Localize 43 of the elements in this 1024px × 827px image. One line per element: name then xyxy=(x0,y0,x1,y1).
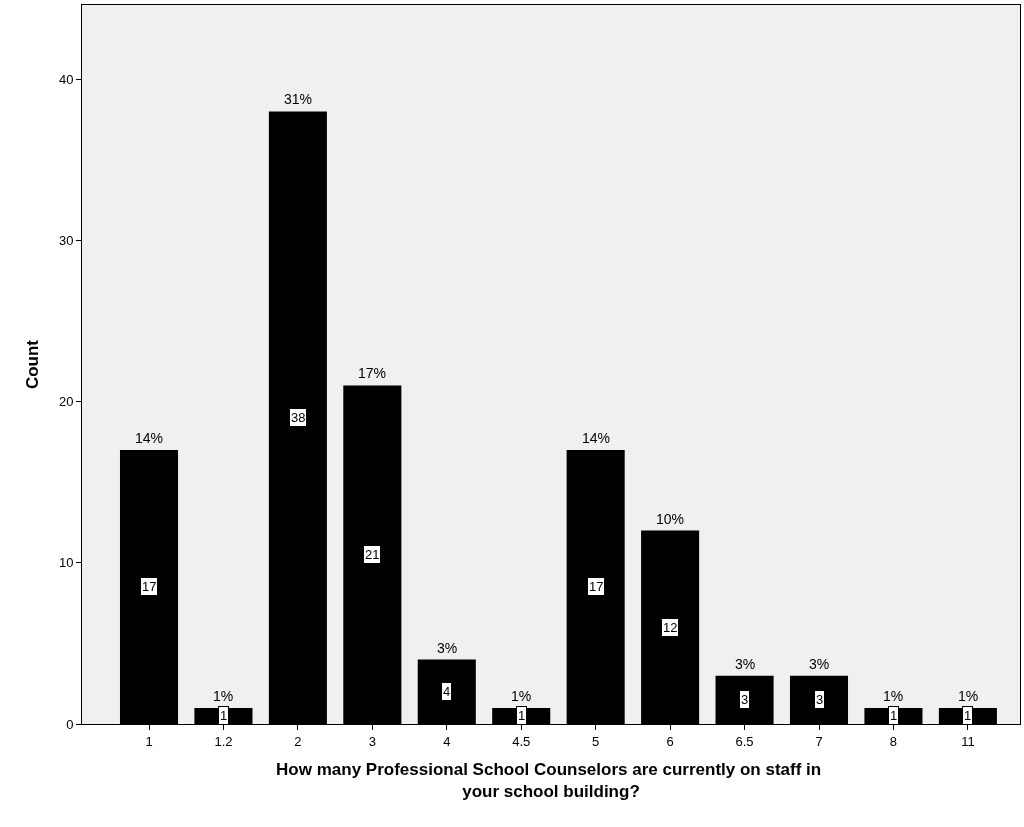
annotation: 1% xyxy=(511,688,532,704)
data-label: 1 xyxy=(220,708,228,723)
y-tick-label: 30 xyxy=(58,232,74,248)
x-axis-title: How many Professional School Counselors are currently on staff in your school building? xyxy=(276,760,826,802)
data-label: 12 xyxy=(663,620,678,635)
x-tick-label: 3 xyxy=(368,733,376,749)
x-tick-label: 4 xyxy=(443,733,451,749)
y-tick-label: 20 xyxy=(58,394,74,410)
data-label: 1 xyxy=(890,708,898,723)
x-tick-label: 5 xyxy=(592,733,600,749)
annotation: 1% xyxy=(958,688,979,704)
annotation: 14% xyxy=(135,430,164,446)
annotation: 1% xyxy=(213,688,234,704)
x-tick-label: 2 xyxy=(294,733,302,749)
x-tick-label: 6 xyxy=(666,733,674,749)
y-tick-label: 40 xyxy=(58,71,74,87)
data-label: 1 xyxy=(964,708,972,723)
y-axis-title: Count xyxy=(23,339,43,390)
y-tick-label: 10 xyxy=(58,555,74,571)
annotation: 31% xyxy=(284,91,313,107)
annotation: 14% xyxy=(582,430,611,446)
x-tick-label: 4.5 xyxy=(512,733,531,749)
annotation: 1% xyxy=(883,688,904,704)
x-tick-label: 11 xyxy=(961,733,975,749)
data-label: 3 xyxy=(741,692,749,707)
data-label: 1 xyxy=(518,708,526,723)
data-label: 17 xyxy=(589,579,604,594)
data-label: 38 xyxy=(291,410,306,425)
data-label: 17 xyxy=(142,579,157,594)
annotation: 17% xyxy=(358,365,387,381)
x-tick-label: 6.5 xyxy=(735,733,754,749)
data-label: 21 xyxy=(365,547,380,562)
annotation: 3% xyxy=(735,656,756,672)
annotation: 3% xyxy=(809,656,830,672)
data-label: 3 xyxy=(816,692,824,707)
x-tick-label: 8 xyxy=(889,733,898,749)
x-tick-label: 1 xyxy=(145,733,153,749)
annotation: 10% xyxy=(656,511,685,527)
data-label: 4 xyxy=(443,684,451,699)
x-tick-label: 7 xyxy=(815,733,823,749)
annotation: 3% xyxy=(437,640,458,656)
y-tick-label: 0 xyxy=(66,716,74,732)
x-tick-label: 1.2 xyxy=(214,733,233,749)
